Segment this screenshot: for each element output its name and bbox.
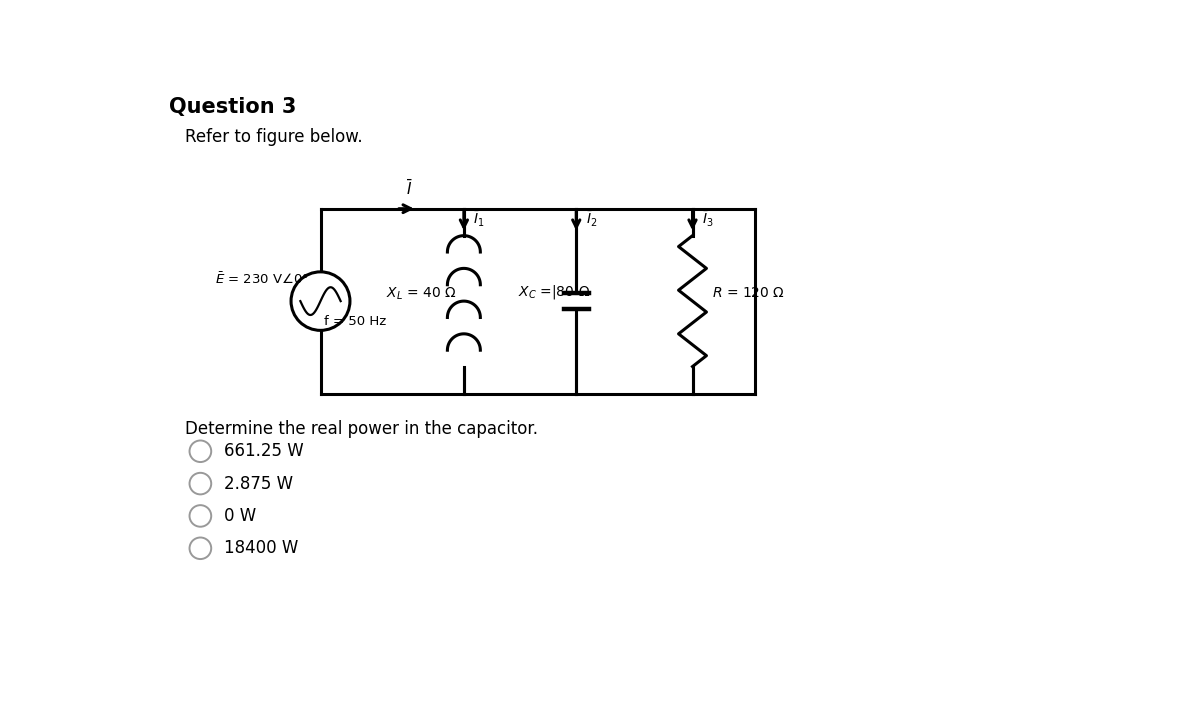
Text: f = 50 Hz: f = 50 Hz (324, 315, 386, 328)
Text: $R$ = 120 Ω: $R$ = 120 Ω (712, 286, 785, 301)
Text: Determine the real power in the capacitor.: Determine the real power in the capacito… (185, 421, 538, 439)
Text: 2.875 W: 2.875 W (223, 475, 293, 493)
Bar (439, 236, 490, 367)
Text: $\bar{I}_2$: $\bar{I}_2$ (586, 210, 598, 229)
Text: 661.25 W: 661.25 W (223, 442, 304, 460)
Text: Refer to figure below.: Refer to figure below. (185, 128, 362, 146)
Text: $\bar{I}$: $\bar{I}$ (406, 179, 413, 198)
Bar (670, 236, 715, 367)
Text: $X_L$ = 40 Ω: $X_L$ = 40 Ω (386, 285, 457, 301)
Text: $X_C$ =|80 Ω: $X_C$ =|80 Ω (518, 283, 590, 301)
Text: 0 W: 0 W (223, 507, 256, 525)
Text: $\bar{I}_1$: $\bar{I}_1$ (473, 210, 485, 229)
Text: 18400 W: 18400 W (223, 539, 298, 557)
Bar (560, 290, 593, 313)
Text: Question 3: Question 3 (169, 97, 296, 117)
Text: $\bar{E}$ = 230 V$\angle$0°: $\bar{E}$ = 230 V$\angle$0° (215, 272, 308, 288)
Text: $\bar{I}_3$: $\bar{I}_3$ (702, 210, 714, 229)
